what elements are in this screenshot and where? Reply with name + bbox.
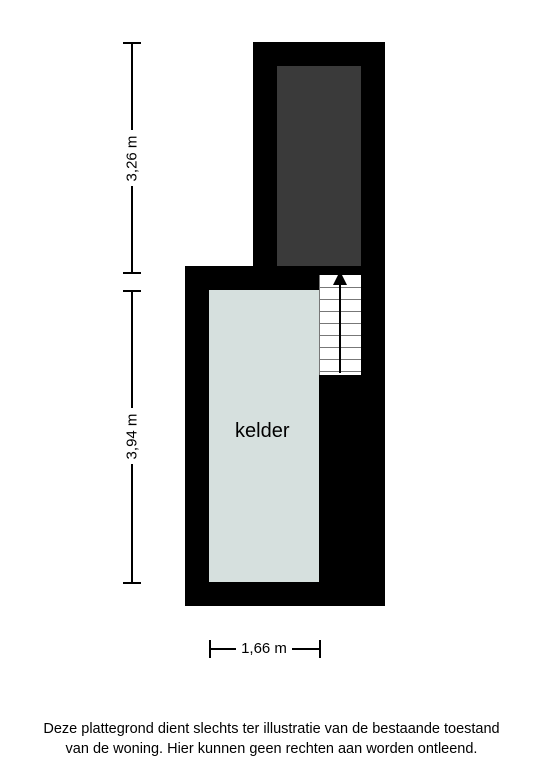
disclaimer-line2: van de woning. Hier kunnen geen rechten …: [66, 741, 478, 757]
dim-left-upper-cap-top: [123, 42, 141, 44]
stair-arrow-head: [333, 271, 347, 285]
floorplan-stage: kelder 3,26 m 3,94 m 1,66 m Deze platteg…: [0, 0, 543, 768]
dim-left-lower-cap-bot: [123, 582, 141, 584]
dim-left-upper-text: 3,26 m: [124, 131, 141, 187]
upper-room-interior: [277, 66, 361, 275]
dim-bottom-cap-right: [319, 640, 321, 658]
dim-left-lower-cap-top: [123, 290, 141, 292]
dim-bottom-text: 1,66 m: [236, 640, 292, 657]
dim-bottom-cap-left: [209, 640, 211, 658]
dim-left-lower-text: 3,94 m: [124, 409, 141, 465]
kelder-label: kelder: [235, 420, 289, 443]
dim-left-upper-cap-bot: [123, 272, 141, 274]
stair-arrow-stem: [339, 283, 341, 373]
disclaimer-line1: Deze plattegrond dient slechts ter illus…: [43, 721, 499, 737]
disclaimer-text: Deze plattegrond dient slechts ter illus…: [0, 720, 543, 759]
